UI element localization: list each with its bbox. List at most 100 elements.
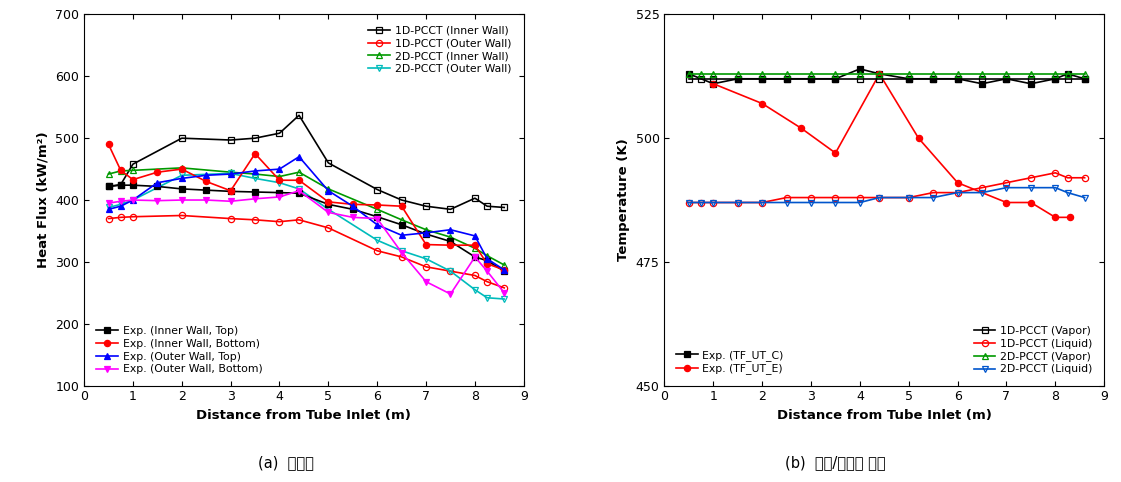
Exp. (Inner Wall, Top) — [272, 190, 286, 196]
X-axis label: Distance from Tube Inlet (m): Distance from Tube Inlet (m) — [777, 409, 992, 422]
Text: (a)  열유속: (a) 열유속 — [258, 455, 314, 470]
1D-PCCT (Liquid) — [975, 185, 989, 190]
1D-PCCT (Vapor) — [1048, 76, 1062, 81]
Exp. (Inner Wall, Bottom) — [175, 166, 188, 172]
1D-PCCT (Inner Wall) — [272, 130, 286, 136]
Exp. (Outer Wall, Top) — [114, 203, 128, 209]
Line: 2D-PCCT (Liquid): 2D-PCCT (Liquid) — [686, 185, 1087, 206]
1D-PCCT (Liquid) — [1000, 180, 1013, 186]
Exp. (Inner Wall, Top) — [150, 184, 164, 189]
2D-PCCT (Inner Wall) — [175, 165, 188, 171]
Exp. (TF_UT_E) — [756, 101, 769, 107]
Exp. (TF_UT_E) — [795, 125, 808, 131]
Exp. (Outer Wall, Bottom) — [346, 214, 360, 220]
2D-PCCT (Outer Wall) — [102, 204, 115, 210]
1D-PCCT (Outer Wall) — [444, 268, 457, 274]
Exp. (Inner Wall, Bottom) — [102, 142, 115, 147]
2D-PCCT (Inner Wall) — [370, 206, 383, 212]
2D-PCCT (Inner Wall) — [469, 245, 482, 251]
1D-PCCT (Vapor) — [853, 76, 867, 81]
Exp. (Inner Wall, Bottom) — [293, 177, 306, 183]
1D-PCCT (Vapor) — [1078, 76, 1092, 81]
Exp. (Outer Wall, Top) — [469, 233, 482, 239]
2D-PCCT (Inner Wall) — [481, 253, 494, 258]
2D-PCCT (Liquid) — [780, 200, 794, 205]
Line: 1D-PCCT (Liquid): 1D-PCCT (Liquid) — [686, 170, 1087, 206]
2D-PCCT (Outer Wall) — [469, 287, 482, 293]
1D-PCCT (Outer Wall) — [395, 254, 408, 260]
Exp. (TF_UT_C) — [975, 81, 989, 87]
1D-PCCT (Inner Wall) — [224, 137, 238, 143]
Exp. (Inner Wall, Bottom) — [322, 199, 335, 205]
Exp. (Outer Wall, Top) — [395, 232, 408, 238]
1D-PCCT (Outer Wall) — [419, 264, 433, 270]
2D-PCCT (Outer Wall) — [249, 175, 262, 181]
1D-PCCT (Inner Wall) — [293, 112, 306, 118]
Exp. (Outer Wall, Top) — [293, 154, 306, 160]
Y-axis label: Temperature (K): Temperature (K) — [617, 139, 630, 261]
1D-PCCT (Vapor) — [756, 76, 769, 81]
2D-PCCT (Vapor) — [926, 71, 939, 77]
Exp. (Inner Wall, Top) — [444, 239, 457, 244]
Exp. (Outer Wall, Bottom) — [481, 268, 494, 274]
Exp. (Outer Wall, Bottom) — [175, 197, 188, 203]
1D-PCCT (Inner Wall) — [481, 203, 494, 209]
Exp. (Inner Wall, Top) — [102, 184, 115, 189]
Exp. (Inner Wall, Top) — [419, 231, 433, 237]
Exp. (Outer Wall, Top) — [175, 175, 188, 181]
1D-PCCT (Vapor) — [1025, 76, 1038, 81]
1D-PCCT (Liquid) — [731, 200, 744, 205]
Exp. (Inner Wall, Top) — [175, 186, 188, 192]
2D-PCCT (Liquid) — [1048, 185, 1062, 190]
Exp. (TF_UT_C) — [853, 66, 867, 72]
Line: Exp. (Outer Wall, Bottom): Exp. (Outer Wall, Bottom) — [105, 187, 508, 297]
Exp. (TF_UT_E) — [1048, 214, 1062, 220]
1D-PCCT (Vapor) — [951, 76, 964, 81]
2D-PCCT (Outer Wall) — [498, 296, 511, 302]
2D-PCCT (Inner Wall) — [444, 234, 457, 240]
Exp. (Outer Wall, Bottom) — [224, 199, 238, 204]
Exp. (Outer Wall, Bottom) — [419, 279, 433, 284]
2D-PCCT (Liquid) — [1060, 190, 1074, 196]
Exp. (TF_UT_C) — [805, 76, 818, 81]
2D-PCCT (Inner Wall) — [498, 262, 511, 268]
Line: 1D-PCCT (Outer Wall): 1D-PCCT (Outer Wall) — [105, 213, 508, 291]
1D-PCCT (Outer Wall) — [481, 279, 494, 284]
X-axis label: Distance from Tube Inlet (m): Distance from Tube Inlet (m) — [196, 409, 411, 422]
1D-PCCT (Vapor) — [975, 76, 989, 81]
Exp. (Inner Wall, Bottom) — [469, 242, 482, 248]
1D-PCCT (Liquid) — [1025, 175, 1038, 181]
Exp. (Inner Wall, Top) — [224, 188, 238, 194]
Exp. (TF_UT_C) — [951, 76, 964, 81]
2D-PCCT (Outer Wall) — [272, 180, 286, 186]
1D-PCCT (Outer Wall) — [127, 214, 140, 220]
Exp. (Outer Wall, Bottom) — [370, 216, 383, 222]
Exp. (Outer Wall, Top) — [346, 203, 360, 209]
Exp. (Inner Wall, Top) — [370, 214, 383, 220]
Exp. (TF_UT_C) — [1078, 76, 1092, 81]
1D-PCCT (Outer Wall) — [272, 219, 286, 225]
1D-PCCT (Outer Wall) — [249, 217, 262, 223]
1D-PCCT (Liquid) — [873, 195, 887, 201]
1D-PCCT (Inner Wall) — [127, 161, 140, 167]
2D-PCCT (Inner Wall) — [419, 227, 433, 233]
2D-PCCT (Liquid) — [683, 200, 696, 205]
Exp. (TF_UT_C) — [1060, 71, 1074, 77]
2D-PCCT (Liquid) — [853, 200, 867, 205]
2D-PCCT (Outer Wall) — [293, 186, 306, 192]
2D-PCCT (Vapor) — [902, 71, 916, 77]
Exp. (Outer Wall, Top) — [272, 166, 286, 172]
Exp. (Inner Wall, Bottom) — [444, 242, 457, 248]
1D-PCCT (Vapor) — [902, 76, 916, 81]
Exp. (Outer Wall, Top) — [102, 206, 115, 212]
2D-PCCT (Outer Wall) — [395, 248, 408, 254]
Exp. (TF_UT_C) — [780, 76, 794, 81]
Exp. (Inner Wall, Bottom) — [200, 179, 213, 185]
Exp. (TF_UT_E) — [1025, 200, 1038, 205]
Exp. (TF_UT_C) — [1048, 76, 1062, 81]
Exp. (Inner Wall, Top) — [469, 254, 482, 260]
1D-PCCT (Liquid) — [694, 200, 707, 205]
Exp. (Outer Wall, Bottom) — [249, 196, 262, 201]
1D-PCCT (Inner Wall) — [322, 160, 335, 166]
Exp. (Outer Wall, Top) — [127, 197, 140, 203]
